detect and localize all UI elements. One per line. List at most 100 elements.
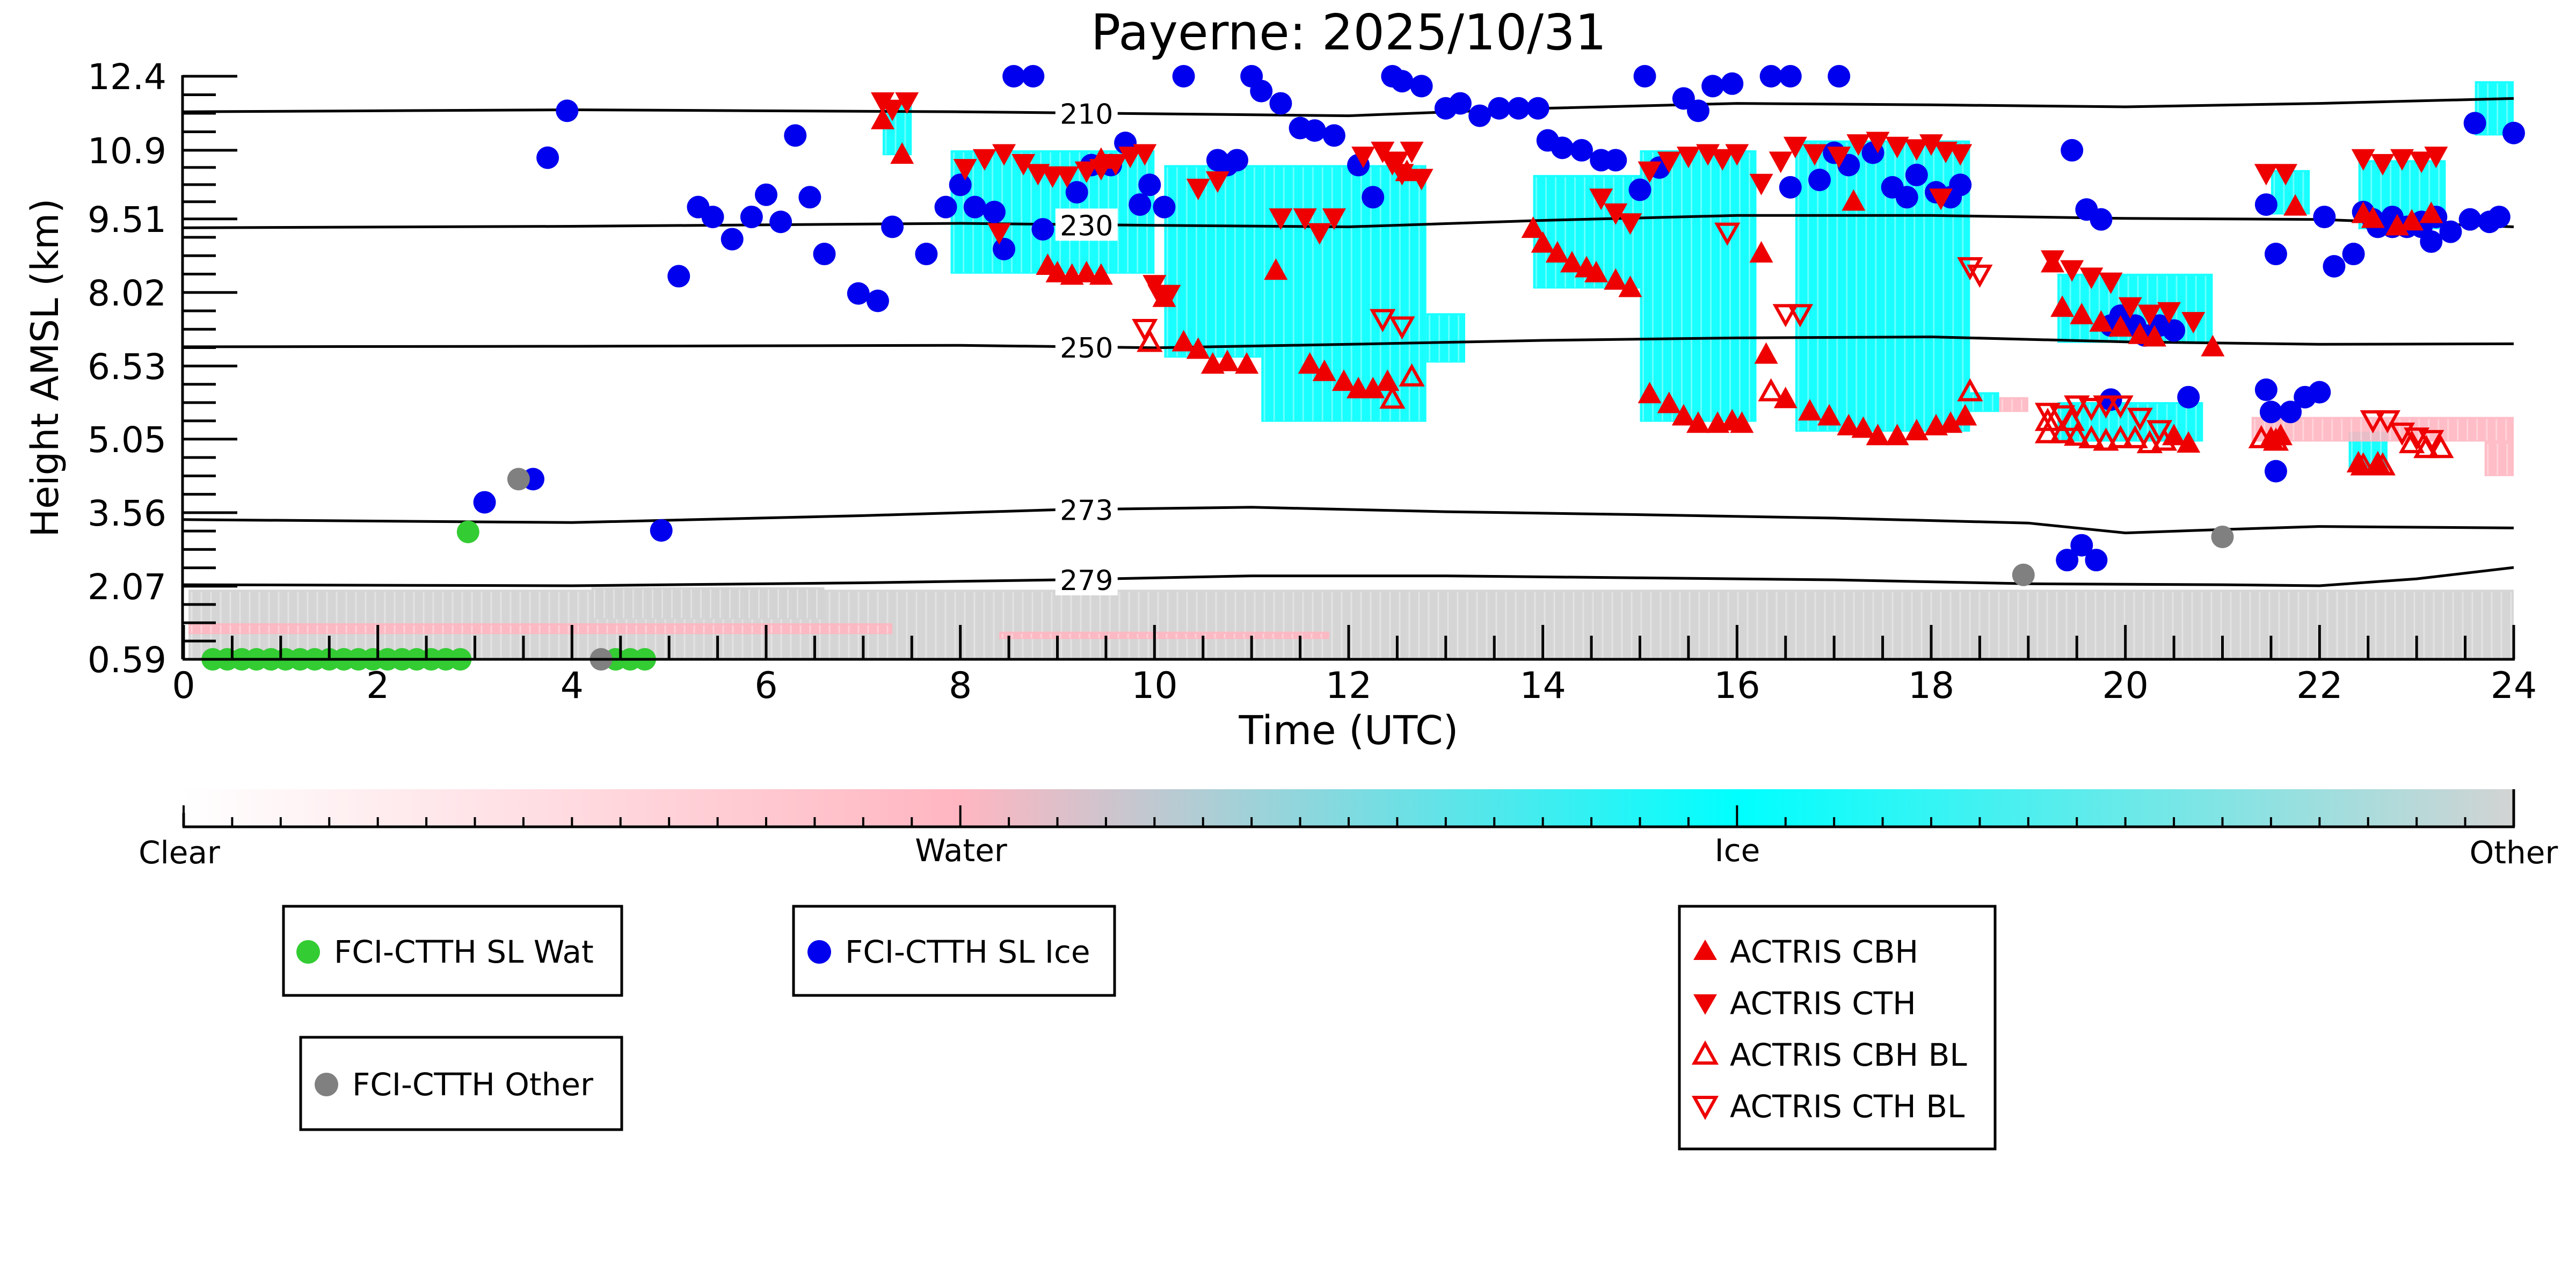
marker-circle xyxy=(1628,178,1651,201)
marker-circle xyxy=(1633,65,1656,88)
marker-cbh xyxy=(1837,413,1861,435)
region-water-20 xyxy=(2484,441,2514,476)
region-ice-12 xyxy=(1970,392,1999,412)
marker-circle xyxy=(2061,139,2084,162)
marker-cth xyxy=(1846,134,1871,156)
isotherm-label-273: 273 xyxy=(1060,495,1113,527)
isotherm-250 xyxy=(183,335,2514,350)
marker-cth xyxy=(1638,161,1662,183)
marker-circle xyxy=(2211,525,2234,548)
marker-circle xyxy=(1468,104,1491,127)
marker-circle xyxy=(1604,149,1627,172)
colorbar-label-water: Water xyxy=(915,832,1007,869)
marker-cbh xyxy=(1638,382,1662,404)
legend-label-cbh-bl: ACTRIS CBH BL xyxy=(1730,1037,1967,1073)
isotherm-279 xyxy=(183,566,2514,587)
marker-circle xyxy=(667,265,690,288)
region-other-1 xyxy=(591,587,825,620)
x-tick-label: 20 xyxy=(2102,665,2149,707)
marker-circle xyxy=(2458,208,2482,231)
marker-cth xyxy=(1074,161,1098,183)
marker-cth xyxy=(1293,208,1317,230)
marker-cth-bl xyxy=(2127,407,2153,431)
marker-circle xyxy=(2463,112,2486,135)
marker-cth-bl xyxy=(2093,395,2119,419)
y-tick-label: 10.9 xyxy=(88,130,166,172)
marker-cth xyxy=(2041,250,2065,272)
legend-fci-wat: FCI-CTTH SL Wat xyxy=(282,905,623,997)
x-tick-label: 22 xyxy=(2296,665,2343,707)
marker-circle xyxy=(1226,149,1249,172)
marker-cbh xyxy=(2089,310,2113,332)
marker-cth xyxy=(2137,304,2162,326)
marker-circle xyxy=(1002,65,1025,88)
marker-circle xyxy=(2163,319,2186,342)
marker-cth xyxy=(1803,144,1827,166)
marker-circle xyxy=(1759,65,1782,88)
marker-cth-bl xyxy=(2360,410,2386,434)
legend-marker-cth-bl xyxy=(1691,1096,1719,1120)
marker-cth xyxy=(2390,149,2414,171)
isotherm-273 xyxy=(183,506,2514,535)
marker-circle xyxy=(507,468,530,491)
y-tick-label: 3.56 xyxy=(88,493,166,534)
marker-circle xyxy=(721,228,744,251)
isotherm-230 xyxy=(183,214,2514,229)
marker-cth xyxy=(1676,147,1700,169)
marker-cth xyxy=(1400,141,1424,163)
isotherm-label-279: 279 xyxy=(1060,565,1113,597)
marker-circle xyxy=(2502,121,2525,144)
marker-cth-bl xyxy=(1389,316,1415,340)
marker-cbh xyxy=(1686,411,1710,433)
marker-cbh xyxy=(1730,411,1754,433)
marker-cbh xyxy=(2177,431,2201,453)
marker-cth xyxy=(2274,164,2298,186)
marker-circle xyxy=(2012,563,2035,586)
region-ice-8 xyxy=(1426,313,1465,363)
marker-cth-bl xyxy=(2374,410,2401,434)
marker-circle xyxy=(934,195,957,219)
marker-circle xyxy=(2090,208,2113,231)
isotherm-label-250: 250 xyxy=(1060,332,1113,365)
marker-cbh xyxy=(2108,315,2133,337)
marker-circle xyxy=(1570,139,1593,162)
marker-cbh xyxy=(1866,424,1890,446)
marker-circle xyxy=(1905,163,1928,186)
marker-cbh-bl xyxy=(2064,423,2090,446)
marker-circle xyxy=(963,195,986,219)
chart-title: Payerne: 2025/10/31 xyxy=(1091,4,1606,61)
marker-cbh-bl xyxy=(2428,435,2454,459)
x-tick-label: 4 xyxy=(561,665,584,707)
marker-cbh xyxy=(1312,359,1336,381)
marker-cth xyxy=(2099,272,2123,294)
marker-circle xyxy=(1779,176,1802,199)
marker-circle xyxy=(847,282,870,305)
plot-area: 210 230 250 273 279 xyxy=(183,65,2525,671)
x-tick-label: 12 xyxy=(1326,665,1372,707)
isotherm-210 xyxy=(183,97,2514,118)
legend-fci-ice: FCI-CTTH SL Ice xyxy=(792,905,1116,997)
marker-circle xyxy=(740,206,763,229)
marker-cth-bl xyxy=(2418,430,2444,454)
marker-cth xyxy=(972,149,996,171)
marker-cth xyxy=(2118,297,2142,319)
marker-cbh xyxy=(2142,325,2166,347)
marker-cth xyxy=(2254,164,2278,186)
marker-circle xyxy=(1250,79,1273,103)
marker-cbh-bl xyxy=(2262,427,2289,451)
marker-circle xyxy=(1779,65,1802,88)
marker-circle xyxy=(2342,243,2365,266)
marker-cth xyxy=(1055,166,1079,188)
marker-cbh-bl xyxy=(2078,425,2105,448)
legend-marker-other xyxy=(315,1073,338,1096)
marker-cth xyxy=(1919,134,1943,156)
marker-cbh xyxy=(1298,352,1322,374)
marker-cth xyxy=(1827,147,1851,169)
region-water-3 xyxy=(999,631,1329,639)
marker-cbh xyxy=(890,142,914,164)
marker-circle xyxy=(2308,381,2331,404)
marker-circle xyxy=(1065,181,1088,204)
y-axis-label: Height AMSL (km) xyxy=(23,199,67,537)
isotherm-label-bg-230 xyxy=(1055,208,1118,241)
